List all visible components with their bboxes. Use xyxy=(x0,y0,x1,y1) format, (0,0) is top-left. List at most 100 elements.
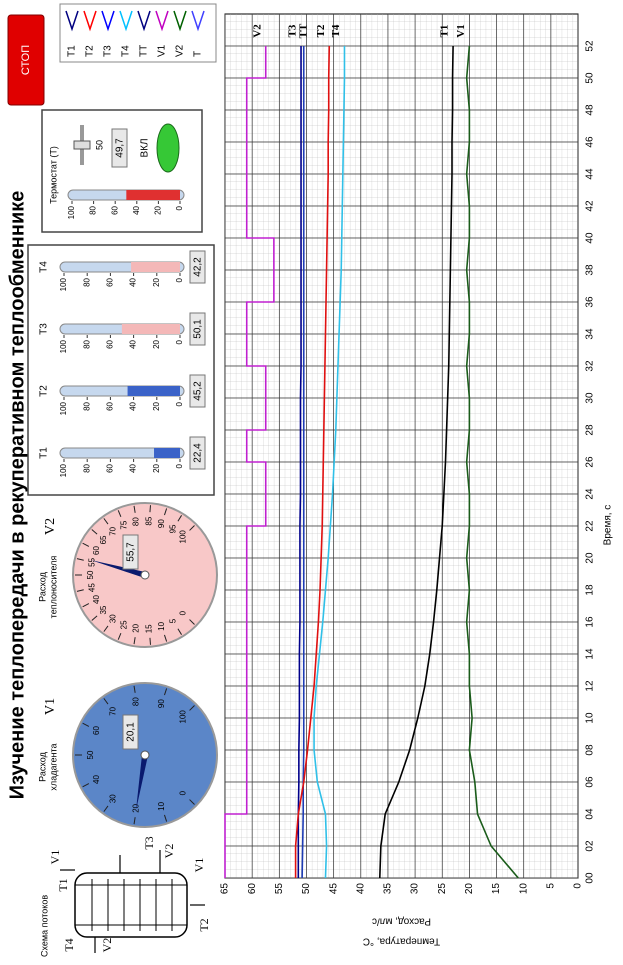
thermometer-name: T2 xyxy=(39,385,50,397)
thermostat-fill xyxy=(126,190,180,200)
y-tick-label: 0 xyxy=(573,883,584,889)
setpoint-slider-knob[interactable] xyxy=(73,140,91,150)
gauge-tick-label: 65 xyxy=(99,535,108,544)
gauge-tick xyxy=(82,722,90,727)
y-tick-label: 15 xyxy=(491,883,502,895)
gauge-tick xyxy=(103,805,109,812)
series-line xyxy=(301,46,305,879)
series-line xyxy=(313,46,346,879)
thermometer-tick-label: 40 xyxy=(129,339,138,348)
x-tick-label: 06 xyxy=(585,776,596,788)
y-tick-label: 60 xyxy=(247,883,258,895)
legend-symbol xyxy=(101,10,115,32)
x-tick-label: 32 xyxy=(585,360,596,372)
x-tick-label: 40 xyxy=(585,232,596,244)
x-tick-label: 16 xyxy=(585,616,596,628)
series-line xyxy=(297,46,302,878)
setpoint-label: 50 xyxy=(94,140,104,150)
y-tick-label: 5 xyxy=(545,883,556,889)
thermometer-fill xyxy=(127,386,180,396)
thermometer-tube xyxy=(59,447,185,459)
stop-button-label[interactable]: СТОП xyxy=(20,45,32,75)
thermometer-value: 22,4 xyxy=(193,443,204,463)
gauge-tick-label: 10 xyxy=(157,621,166,630)
thermometer-value-box xyxy=(189,374,206,408)
thermometer-panel xyxy=(27,244,215,496)
scheme-label: V1 xyxy=(48,850,62,865)
thermometer-tick-label: 0 xyxy=(175,277,184,282)
scheme-label: T4 xyxy=(62,938,76,951)
y-tick-label: 55 xyxy=(274,883,285,895)
stop-button[interactable] xyxy=(7,14,45,106)
gauge-tick xyxy=(103,698,109,705)
thermometer-tick-label: 80 xyxy=(82,463,91,472)
gauge-tick-label: 5 xyxy=(168,618,177,623)
gauge-tick-label: 0 xyxy=(178,790,187,795)
thermometer-tick-label: 40 xyxy=(129,463,138,472)
gauge-tick xyxy=(117,510,122,517)
thermometer-tick-label: 80 xyxy=(82,401,91,410)
gauge-tick xyxy=(189,705,195,711)
gauge-label: теплоносителя xyxy=(48,556,58,619)
thermometer-tick-label: 40 xyxy=(132,205,141,214)
legend-symbol xyxy=(119,10,133,32)
thermometer-name: T4 xyxy=(39,261,50,273)
thermometer-tick-label: 0 xyxy=(175,205,184,210)
gauge-value: 55,7 xyxy=(126,542,137,562)
x-tick-label: 22 xyxy=(585,520,596,532)
gauge-tick-label: 40 xyxy=(92,775,101,784)
gauge-symbol: V1 xyxy=(43,698,58,715)
thermometer-tick-label: 40 xyxy=(129,277,138,286)
thermometer-fill xyxy=(131,262,181,272)
thermometer-tick-label: 100 xyxy=(59,339,68,353)
y-tick-label: 40 xyxy=(355,883,366,895)
gauge-needle xyxy=(135,754,148,811)
legend-symbol xyxy=(65,10,79,32)
x-tick-label: 26 xyxy=(585,456,596,468)
gauge-tick xyxy=(103,518,109,525)
gauge-tick-label: 35 xyxy=(99,605,108,614)
thermometer-tick-label: 80 xyxy=(82,277,91,286)
scheme-label: V1 xyxy=(192,858,206,873)
thermometer-tick-label: 0 xyxy=(175,401,184,406)
scheme-label: T1 xyxy=(56,878,70,891)
title: Изучение теплопередачи в рекуперативном … xyxy=(6,191,28,800)
legend-label: T3 xyxy=(103,45,114,57)
x-tick-label: 50 xyxy=(585,72,596,84)
series-end-label: V1 xyxy=(455,24,467,37)
gauge-tick xyxy=(133,685,136,693)
x-tick-label: 12 xyxy=(585,680,596,692)
thermometer-tick-label: 20 xyxy=(152,463,161,472)
thermometer-tick-label: 60 xyxy=(106,463,115,472)
series-end-label: TT xyxy=(298,23,310,38)
thermometer-tick-label: 100 xyxy=(67,205,76,219)
gauge-tick-label: 90 xyxy=(157,699,166,708)
gauge-tick xyxy=(91,615,98,621)
thermometer-value-box xyxy=(189,250,206,284)
y-tick-label: 30 xyxy=(410,883,421,895)
minor-grid xyxy=(225,14,578,878)
x-axis-label: Время, с xyxy=(603,505,614,546)
legend-label: T4 xyxy=(121,45,132,57)
thermometer-fill xyxy=(121,324,181,334)
thermometer-tick-label: 80 xyxy=(82,339,91,348)
gauge-tick-label: 55 xyxy=(88,557,97,566)
x-tick-label: 38 xyxy=(585,264,596,276)
gauge-tick xyxy=(149,505,151,513)
gauge-tick-label: 20 xyxy=(132,803,141,812)
x-tick-label: 00 xyxy=(585,872,596,884)
series-end-label: T3 xyxy=(287,24,299,37)
thermometer-name: T1 xyxy=(39,447,50,459)
gauge-tick xyxy=(189,619,195,625)
series-end-label: T2 xyxy=(315,24,327,37)
legend-label: T xyxy=(193,51,204,57)
scheme-label: T3 xyxy=(142,836,156,849)
gauge-tick-label: 95 xyxy=(168,524,177,533)
x-tick-label: 10 xyxy=(585,712,596,724)
gauge-tick-label: 85 xyxy=(144,516,153,525)
series-end-label: T1 xyxy=(439,25,451,38)
thermometer-tick-label: 20 xyxy=(154,205,163,214)
thermometer-value-box xyxy=(189,436,206,470)
gauge-hub xyxy=(140,570,150,580)
thermostat-button[interactable] xyxy=(156,123,180,173)
